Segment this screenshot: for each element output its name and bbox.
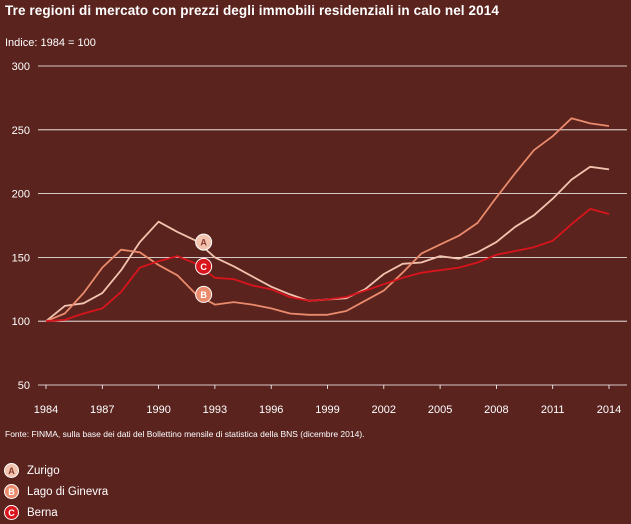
x-tick-label-2011: 2011: [541, 404, 565, 416]
y-tick-label-50: 50: [18, 380, 30, 392]
x-tick-label-1999: 1999: [315, 404, 339, 416]
y-tick-label-250: 250: [12, 125, 30, 137]
series-line-lago-di-ginevra: [45, 117, 610, 323]
series-line-berna: [45, 207, 610, 323]
y-tick-label-300: 300: [12, 61, 30, 73]
series-marker-label-c: C: [200, 262, 207, 272]
legend-marker-c: C: [4, 505, 19, 520]
legend-item-lago-di-ginevra: B Lago di Ginevra: [4, 481, 108, 502]
series-marker-c: [195, 257, 213, 275]
chart-title: Tre regioni di mercato con prezzi degli …: [5, 3, 499, 18]
legend-label-berna: Berna: [27, 506, 58, 519]
legend-marker-a: A: [4, 463, 19, 478]
legend-label-zurigo: Zurigo: [27, 464, 60, 477]
x-tick-label-1984: 1984: [34, 404, 58, 416]
series-marker-label-a: A: [200, 238, 207, 248]
x-tick-label-2014: 2014: [597, 404, 621, 416]
x-tick-label-1996: 1996: [259, 404, 283, 416]
x-tick-label-2002: 2002: [372, 404, 396, 416]
series-marker-label-b: B: [200, 290, 207, 300]
x-tick-label-1993: 1993: [203, 404, 227, 416]
series-marker-b: [195, 285, 213, 303]
x-tick-label-1987: 1987: [90, 404, 114, 416]
line-chart: 50 100 150 200 250 300 1984 1987 1990 1993 1996 199…: [12, 61, 627, 416]
x-tick-label-1990: 1990: [146, 404, 170, 416]
legend-label-lago-di-ginevra: Lago di Ginevra: [27, 485, 109, 498]
y-tick-label-150: 150: [12, 252, 30, 264]
legend: A Zurigo B Lago di Ginevra C Berna: [4, 460, 108, 523]
legend-item-berna: C Berna: [4, 502, 108, 523]
legend-marker-b: B: [4, 484, 19, 499]
y-tick-label-200: 200: [12, 189, 30, 201]
series-line-zurigo: [45, 165, 610, 322]
source-note: Fonte: FINMA, sulla base dei dati del Bo…: [5, 429, 365, 439]
series-marker-a: [195, 233, 213, 251]
index-unit-label: Indice: 1984 = 100: [5, 37, 96, 49]
x-tick-label-2005: 2005: [428, 404, 452, 416]
legend-item-zurigo: A Zurigo: [4, 460, 108, 481]
x-tick-label-2008: 2008: [484, 404, 508, 416]
y-tick-label-100: 100: [12, 316, 30, 328]
